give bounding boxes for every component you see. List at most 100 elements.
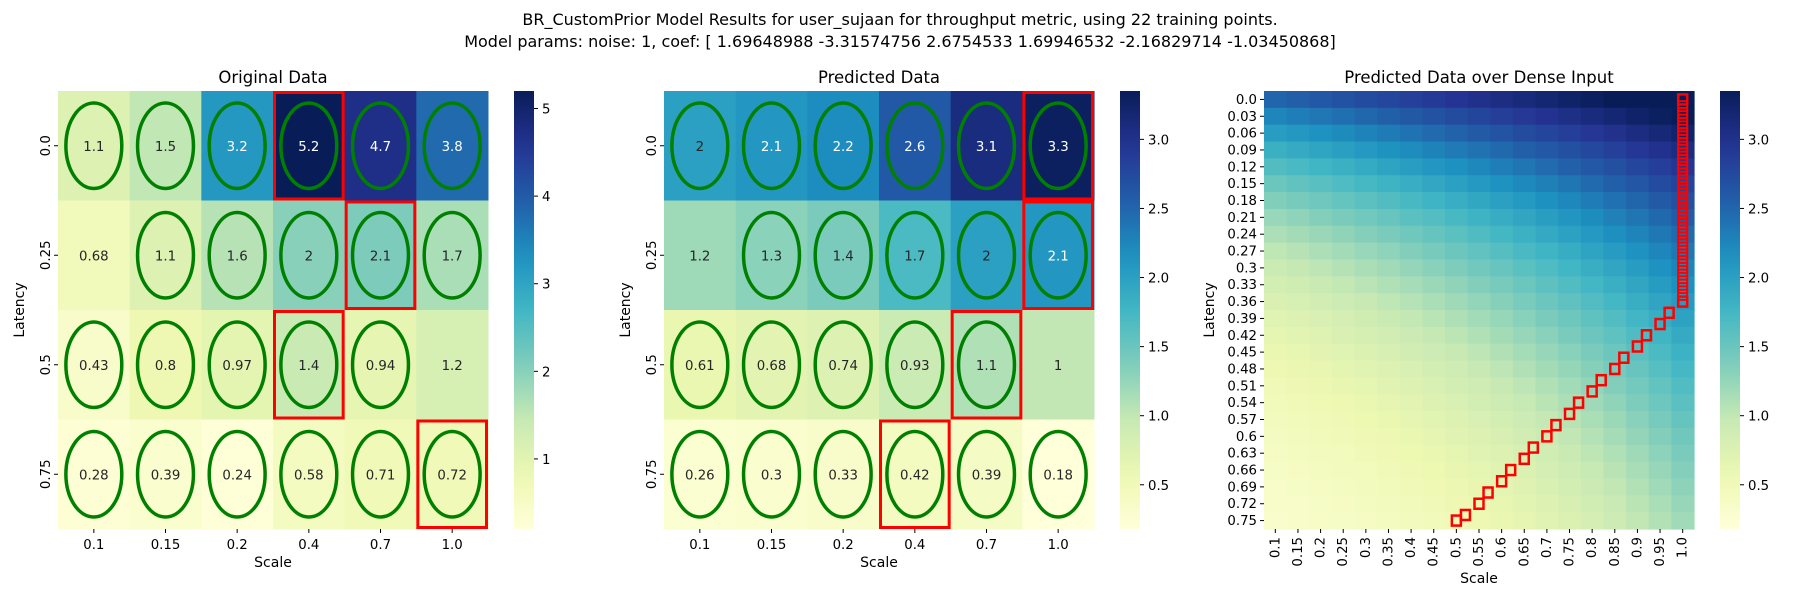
dense-cell bbox=[1331, 91, 1356, 109]
dense-cell bbox=[1264, 478, 1288, 496]
dense-cell bbox=[1490, 377, 1514, 395]
training-point-circle bbox=[885, 429, 945, 519]
dense-cell bbox=[1354, 377, 1378, 395]
dense-cell bbox=[1603, 326, 1627, 345]
dense-cell bbox=[1512, 512, 1537, 530]
dense-cell bbox=[1264, 242, 1288, 261]
dense-cell bbox=[1535, 461, 1559, 480]
max-point-box bbox=[1677, 214, 1689, 227]
dense-cell bbox=[1626, 360, 1650, 378]
heatmap-cell bbox=[664, 419, 737, 530]
dense-cell bbox=[1354, 158, 1378, 176]
x-tick-label: 0.25 bbox=[1336, 537, 1351, 567]
dense-cell bbox=[1399, 192, 1424, 210]
dense-cell bbox=[1490, 343, 1514, 362]
y-axis-label: Latency bbox=[12, 282, 28, 337]
dense-cell bbox=[1422, 293, 1446, 311]
dense-cell bbox=[1331, 225, 1356, 244]
colorbar-tick-label: 2.0 bbox=[1148, 272, 1169, 287]
dense-cell bbox=[1331, 124, 1356, 143]
dense-cell bbox=[1399, 141, 1424, 159]
y-tick-label: 0.63 bbox=[1227, 447, 1257, 462]
dense-cell bbox=[1422, 478, 1446, 496]
dense-cell bbox=[1558, 107, 1582, 126]
training-point-circle bbox=[279, 429, 339, 519]
dense-cell bbox=[1535, 259, 1559, 277]
dense-cell bbox=[1535, 293, 1559, 311]
dense-cell bbox=[1558, 478, 1582, 496]
dense-cell bbox=[1354, 444, 1378, 463]
dense-cell bbox=[1445, 495, 1469, 513]
dense-cell bbox=[1558, 225, 1582, 244]
max-point-box bbox=[1609, 362, 1621, 376]
x-axis-label: Scale bbox=[860, 555, 898, 571]
x-tick-label: 1.0 bbox=[442, 538, 463, 553]
dense-cell bbox=[1467, 158, 1491, 176]
training-point-circle bbox=[135, 320, 196, 410]
dense-cell bbox=[1331, 394, 1356, 412]
dense-cell bbox=[1558, 310, 1582, 328]
dense-cell bbox=[1331, 293, 1356, 311]
dense-cell bbox=[1399, 107, 1424, 126]
dense-cell bbox=[1626, 276, 1650, 294]
dense-cell bbox=[1445, 276, 1469, 294]
max-point-box bbox=[1677, 187, 1689, 200]
colorbar-tick-label: 3.0 bbox=[1148, 133, 1169, 148]
dense-cell bbox=[1512, 377, 1537, 395]
y-tick-label: 0.33 bbox=[1227, 278, 1257, 293]
cell-value-label: 1.2 bbox=[689, 249, 710, 264]
dense-cell bbox=[1648, 107, 1672, 126]
dense-cell bbox=[1445, 208, 1469, 227]
x-tick-label: 0.2 bbox=[227, 538, 248, 553]
dense-cell bbox=[1535, 360, 1559, 378]
dense-cell bbox=[1467, 478, 1491, 496]
colorbar: 0.5 1.0 1.5 2.0 2.5 3.0 bbox=[1720, 91, 1769, 529]
y-tick-label: 0.45 bbox=[1227, 346, 1257, 361]
dense-cell bbox=[1422, 242, 1446, 261]
dense-cell bbox=[1445, 360, 1469, 378]
dense-cell bbox=[1309, 495, 1333, 513]
dense-cell bbox=[1580, 411, 1605, 429]
x-tick-label: 0.3 bbox=[1359, 537, 1374, 558]
dense-cell bbox=[1648, 360, 1672, 378]
dense-cell bbox=[1467, 276, 1491, 294]
dense-cell bbox=[1467, 242, 1491, 261]
x-tick-label: 0.95 bbox=[1653, 537, 1668, 567]
dense-cell bbox=[1626, 107, 1650, 126]
y-tick-label: 0.5 bbox=[645, 354, 660, 375]
y-tick-label: 0.0 bbox=[645, 135, 660, 156]
dense-cell bbox=[1671, 124, 1695, 143]
dense-cell bbox=[1331, 310, 1356, 328]
colorbar-tick-label: 2.0 bbox=[1748, 272, 1769, 287]
dense-cell bbox=[1490, 310, 1514, 328]
colorbar-tick-label: 5 bbox=[542, 103, 550, 118]
dense-cell bbox=[1626, 158, 1650, 176]
heatmap-cell bbox=[735, 419, 808, 530]
y-tick-label: 0.09 bbox=[1227, 143, 1257, 158]
training-point-circle bbox=[741, 429, 802, 519]
training-point-circle bbox=[670, 101, 730, 191]
heatmap-cell bbox=[416, 200, 489, 311]
dense-cell bbox=[1309, 427, 1333, 446]
dense-cell bbox=[1535, 242, 1559, 261]
dense-cell bbox=[1490, 208, 1514, 227]
dense-cell bbox=[1648, 326, 1672, 345]
max-point-box bbox=[1640, 329, 1653, 342]
dense-cell bbox=[1512, 360, 1537, 378]
dense-cell bbox=[1558, 461, 1582, 480]
dense-cell bbox=[1422, 411, 1446, 429]
dense-cell bbox=[1331, 461, 1356, 480]
dense-cell bbox=[1535, 310, 1559, 328]
max-point-box bbox=[1586, 385, 1598, 398]
dense-cell bbox=[1671, 495, 1695, 513]
cell-value-label: 0.39 bbox=[972, 468, 1002, 483]
x-tick-label: 0.1 bbox=[83, 538, 104, 553]
dense-cell bbox=[1467, 444, 1491, 463]
dense-cell bbox=[1422, 343, 1446, 362]
dense-cell bbox=[1671, 343, 1695, 362]
dense-cell bbox=[1286, 444, 1310, 463]
dense-cell bbox=[1558, 158, 1582, 176]
dense-cell bbox=[1535, 411, 1559, 429]
heatmap-cell bbox=[735, 91, 808, 201]
dense-cell bbox=[1490, 175, 1514, 193]
